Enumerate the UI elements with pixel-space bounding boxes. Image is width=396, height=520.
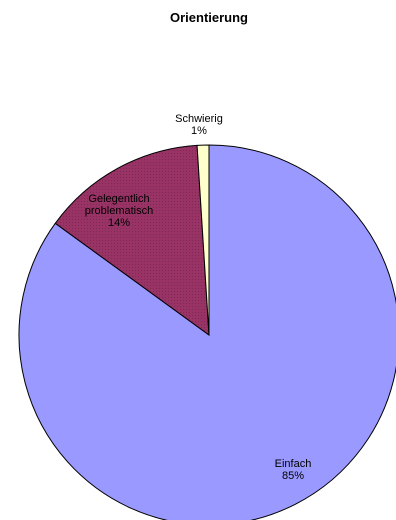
pie-labels: Einfach 85% Gelegentlich problematisch 14% Sc… bbox=[85, 113, 312, 482]
slice-label-0: Einfach 85% bbox=[275, 458, 312, 482]
chart-title: Orientierung bbox=[170, 10, 248, 25]
pie-slice-2 bbox=[196, 144, 210, 336]
pie-slice-0 bbox=[18, 144, 396, 520]
pie-slice-texture bbox=[55, 145, 209, 335]
pie-slices bbox=[18, 144, 396, 520]
slice-label-2: Schwierig 1% bbox=[175, 113, 223, 137]
slice-label-1: Gelegentlich problematisch 14% bbox=[85, 193, 153, 229]
